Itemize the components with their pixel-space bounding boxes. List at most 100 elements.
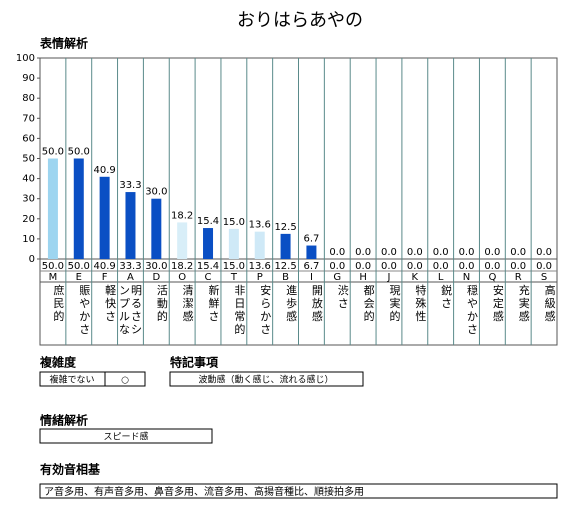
x-tick-label: C [205, 272, 212, 283]
field-box [39, 483, 558, 499]
value-label: 0.0 [484, 261, 500, 272]
value-label: 6.7 [303, 261, 319, 272]
value-label: 33.3 [119, 180, 141, 191]
value-label: 40.9 [93, 165, 115, 176]
value-label: 0.0 [407, 247, 423, 258]
category-description: 特殊性 [415, 283, 426, 323]
value-label: 0.0 [536, 261, 552, 272]
category-description: 高級感 [545, 283, 556, 323]
category-description: 非日常的 [234, 284, 245, 336]
value-label: 0.0 [510, 261, 526, 272]
value-label: 0.0 [329, 261, 345, 272]
value-label: 6.7 [303, 234, 319, 245]
category-description: 穏やかさ [467, 284, 478, 336]
x-tick-label: S [541, 272, 547, 283]
y-tick-label: 0 [29, 254, 35, 265]
x-tick-label: O [178, 272, 186, 283]
value-label: 12.5 [274, 222, 296, 233]
value-label: 0.0 [329, 247, 345, 258]
value-label: 15.4 [197, 216, 219, 227]
bar [47, 158, 58, 259]
value-label: 15.0 [223, 261, 245, 272]
section-label: 情緒解析 [40, 413, 88, 428]
x-tick-label: I [310, 272, 313, 283]
value-label: 0.0 [381, 247, 397, 258]
category-description: 充実感 [519, 283, 530, 323]
category-description: 渋さ [338, 284, 349, 310]
x-tick-label: G [333, 272, 341, 283]
x-tick-label: B [282, 272, 289, 283]
value-label: 15.0 [223, 217, 245, 228]
y-tick-label: 80 [22, 93, 35, 104]
x-tick-label: N [463, 272, 470, 283]
x-tick-label: D [152, 272, 160, 283]
value-label: 0.0 [381, 261, 397, 272]
bar [73, 158, 84, 259]
bar [125, 192, 136, 259]
field-value: スピード感 [103, 431, 148, 443]
value-label: 50.0 [68, 147, 90, 158]
field-value: 波動感（動く感じ、流れる感じ） [198, 374, 333, 386]
category-description: 現実的 [389, 284, 400, 323]
category-description: 明るさシンプルな [119, 284, 142, 336]
bar [99, 176, 110, 259]
value-label: 0.0 [433, 247, 449, 258]
category-description: 活動的 [157, 284, 168, 323]
y-tick-label: 60 [22, 133, 35, 144]
value-label: 0.0 [407, 261, 423, 272]
value-label: 15.4 [197, 261, 219, 272]
value-label: 0.0 [433, 261, 449, 272]
value-label: 50.0 [42, 261, 64, 272]
value-label: 13.6 [249, 261, 271, 272]
bar [151, 198, 162, 259]
value-label: 0.0 [459, 247, 475, 258]
value-label: 12.5 [274, 261, 296, 272]
bar [177, 222, 188, 259]
page-title: おりはらあやの [237, 10, 363, 31]
bar [280, 233, 291, 259]
field-box [169, 371, 364, 387]
value-label: 18.2 [171, 210, 193, 221]
category-description: 安らかさ [260, 283, 271, 336]
x-tick-label: F [102, 272, 108, 283]
bar [306, 245, 317, 259]
field-value: 複雑でない [49, 374, 94, 386]
value-label: 50.0 [42, 147, 64, 158]
category-description: 開放感 [312, 284, 323, 323]
value-label: 50.0 [68, 261, 90, 272]
category-description: 都会的 [364, 284, 375, 323]
x-tick-label: J [386, 272, 390, 283]
x-tick-label: E [76, 272, 82, 283]
bar [254, 231, 265, 259]
category-description: 清潔感 [183, 284, 194, 323]
value-label: 18.2 [171, 261, 193, 272]
category-description: 庶民的 [53, 283, 64, 323]
category-description: 軽快さ [105, 284, 116, 323]
value-label: 30.0 [145, 261, 167, 272]
x-tick-label: Q [488, 272, 496, 283]
category-description: 安定感 [493, 283, 504, 323]
value-label: 0.0 [355, 247, 371, 258]
field-mark: ○ [121, 376, 129, 386]
x-tick-label: R [515, 272, 522, 283]
chart-subtitle: 表情解析 [39, 36, 88, 51]
x-tick-label: T [230, 272, 238, 283]
x-tick-label: L [438, 272, 444, 283]
value-label: 30.0 [145, 187, 167, 198]
x-tick-label: M [49, 272, 58, 283]
category-description: 鋭さ [441, 283, 452, 310]
value-label: 40.9 [93, 261, 115, 272]
value-label: 0.0 [484, 247, 500, 258]
y-tick-label: 10 [22, 234, 35, 245]
field-value: ア音多用、有声音多用、鼻音多用、流音多用、高揚音種比、順接拍多用 [44, 485, 364, 498]
section-label: 有効音相基 [40, 462, 101, 477]
y-tick-label: 70 [22, 113, 35, 124]
bar [228, 228, 239, 259]
value-label: 0.0 [459, 261, 475, 272]
x-tick-label: P [257, 272, 263, 283]
section-label: 複雑度 [39, 355, 77, 370]
category-description: 新鮮さ [209, 283, 220, 323]
category-description: 進歩感 [286, 284, 297, 323]
x-tick-label: H [359, 272, 367, 283]
